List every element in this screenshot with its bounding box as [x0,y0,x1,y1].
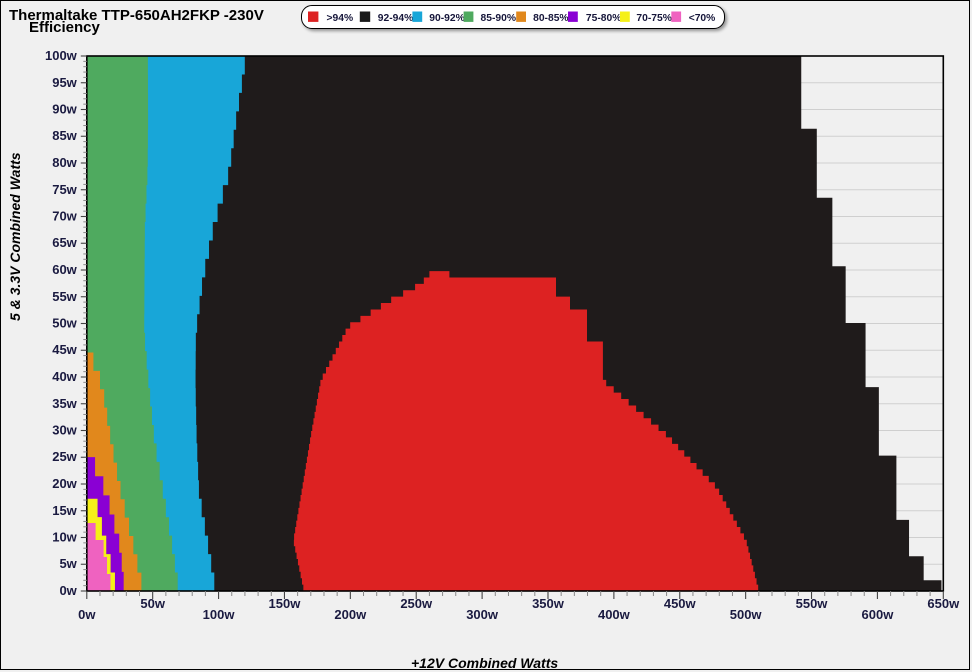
svg-text:650w: 650w [927,596,960,611]
svg-text:0w: 0w [59,583,77,598]
svg-text:75w: 75w [52,182,77,197]
svg-text:250w: 250w [400,596,433,611]
svg-text:95w: 95w [52,75,77,90]
svg-text:600w: 600w [862,607,895,622]
svg-text:90w: 90w [52,102,77,117]
svg-text:550w: 550w [796,596,829,611]
svg-text:35w: 35w [52,396,77,411]
svg-text:450w: 450w [664,596,697,611]
svg-text:5w: 5w [59,556,77,571]
svg-text:100w: 100w [203,607,236,622]
svg-text:200w: 200w [334,607,367,622]
svg-text:65w: 65w [52,235,77,250]
svg-text:50w: 50w [140,596,165,611]
svg-text:500w: 500w [730,607,763,622]
svg-text:60w: 60w [52,262,77,277]
svg-text:300w: 300w [466,607,499,622]
svg-text:150w: 150w [269,596,302,611]
svg-text:55w: 55w [52,289,77,304]
svg-text:0w: 0w [78,607,96,622]
svg-text:80w: 80w [52,155,77,170]
svg-text:15w: 15w [52,503,77,518]
svg-text:40w: 40w [52,369,77,384]
svg-text:45w: 45w [52,342,77,357]
svg-text:350w: 350w [532,596,565,611]
svg-text:70w: 70w [52,209,77,224]
svg-text:400w: 400w [598,607,631,622]
svg-text:30w: 30w [52,423,77,438]
svg-text:25w: 25w [52,449,77,464]
svg-text:100w: 100w [45,48,78,63]
svg-text:20w: 20w [52,476,77,491]
svg-text:85w: 85w [52,128,77,143]
svg-text:10w: 10w [52,530,77,545]
svg-text:50w: 50w [52,316,77,331]
